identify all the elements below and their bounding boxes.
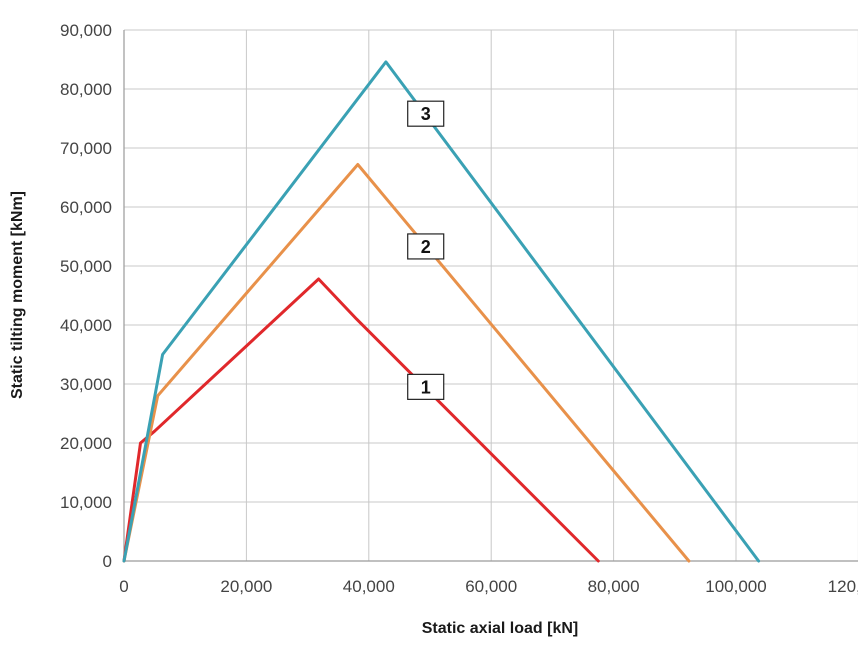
y-tick-label: 0 [103,552,112,571]
curve-labels: 1 2 3 [407,100,445,400]
x-tick-label: 100,000 [705,577,766,596]
tick-labels: 020,00040,00060,00080,000100,000120,0000… [60,21,858,596]
x-tick-label: 40,000 [343,577,395,596]
series-line-1 [122,277,600,563]
x-tick-label: 120,000 [828,577,858,596]
curve-label-text: 1 [421,377,431,397]
series-lines [122,60,761,563]
curve-label-box [407,100,445,127]
y-tick-label: 20,000 [60,434,112,453]
x-tick-label: 0 [119,577,128,596]
x-tick-label: 80,000 [588,577,640,596]
y-tick-label: 80,000 [60,80,112,99]
y-tick-label: 10,000 [60,493,112,512]
grid-lines [124,29,858,561]
x-tick-label: 20,000 [220,577,272,596]
y-axis-title: Static tilting moment [kNm] [9,191,26,399]
y-tick-label: 70,000 [60,139,112,158]
curve-label-text: 2 [421,237,431,257]
x-tick-label: 60,000 [465,577,517,596]
curve-label-2: 2 [407,233,445,260]
y-tick-label: 30,000 [60,375,112,394]
y-tick-label: 90,000 [60,21,112,40]
curve-label-1: 1 [407,373,445,400]
curve-label-3: 3 [407,100,445,127]
y-tick-label: 60,000 [60,198,112,217]
curve-label-text: 3 [421,104,431,124]
x-axis-title: Static axial load [kN] [422,620,579,637]
curve-label-box [407,373,445,400]
y-tick-label: 50,000 [60,257,112,276]
y-tick-label: 40,000 [60,316,112,335]
curve-label-box [407,233,445,260]
series-line-3 [122,60,761,563]
axes [123,30,858,562]
